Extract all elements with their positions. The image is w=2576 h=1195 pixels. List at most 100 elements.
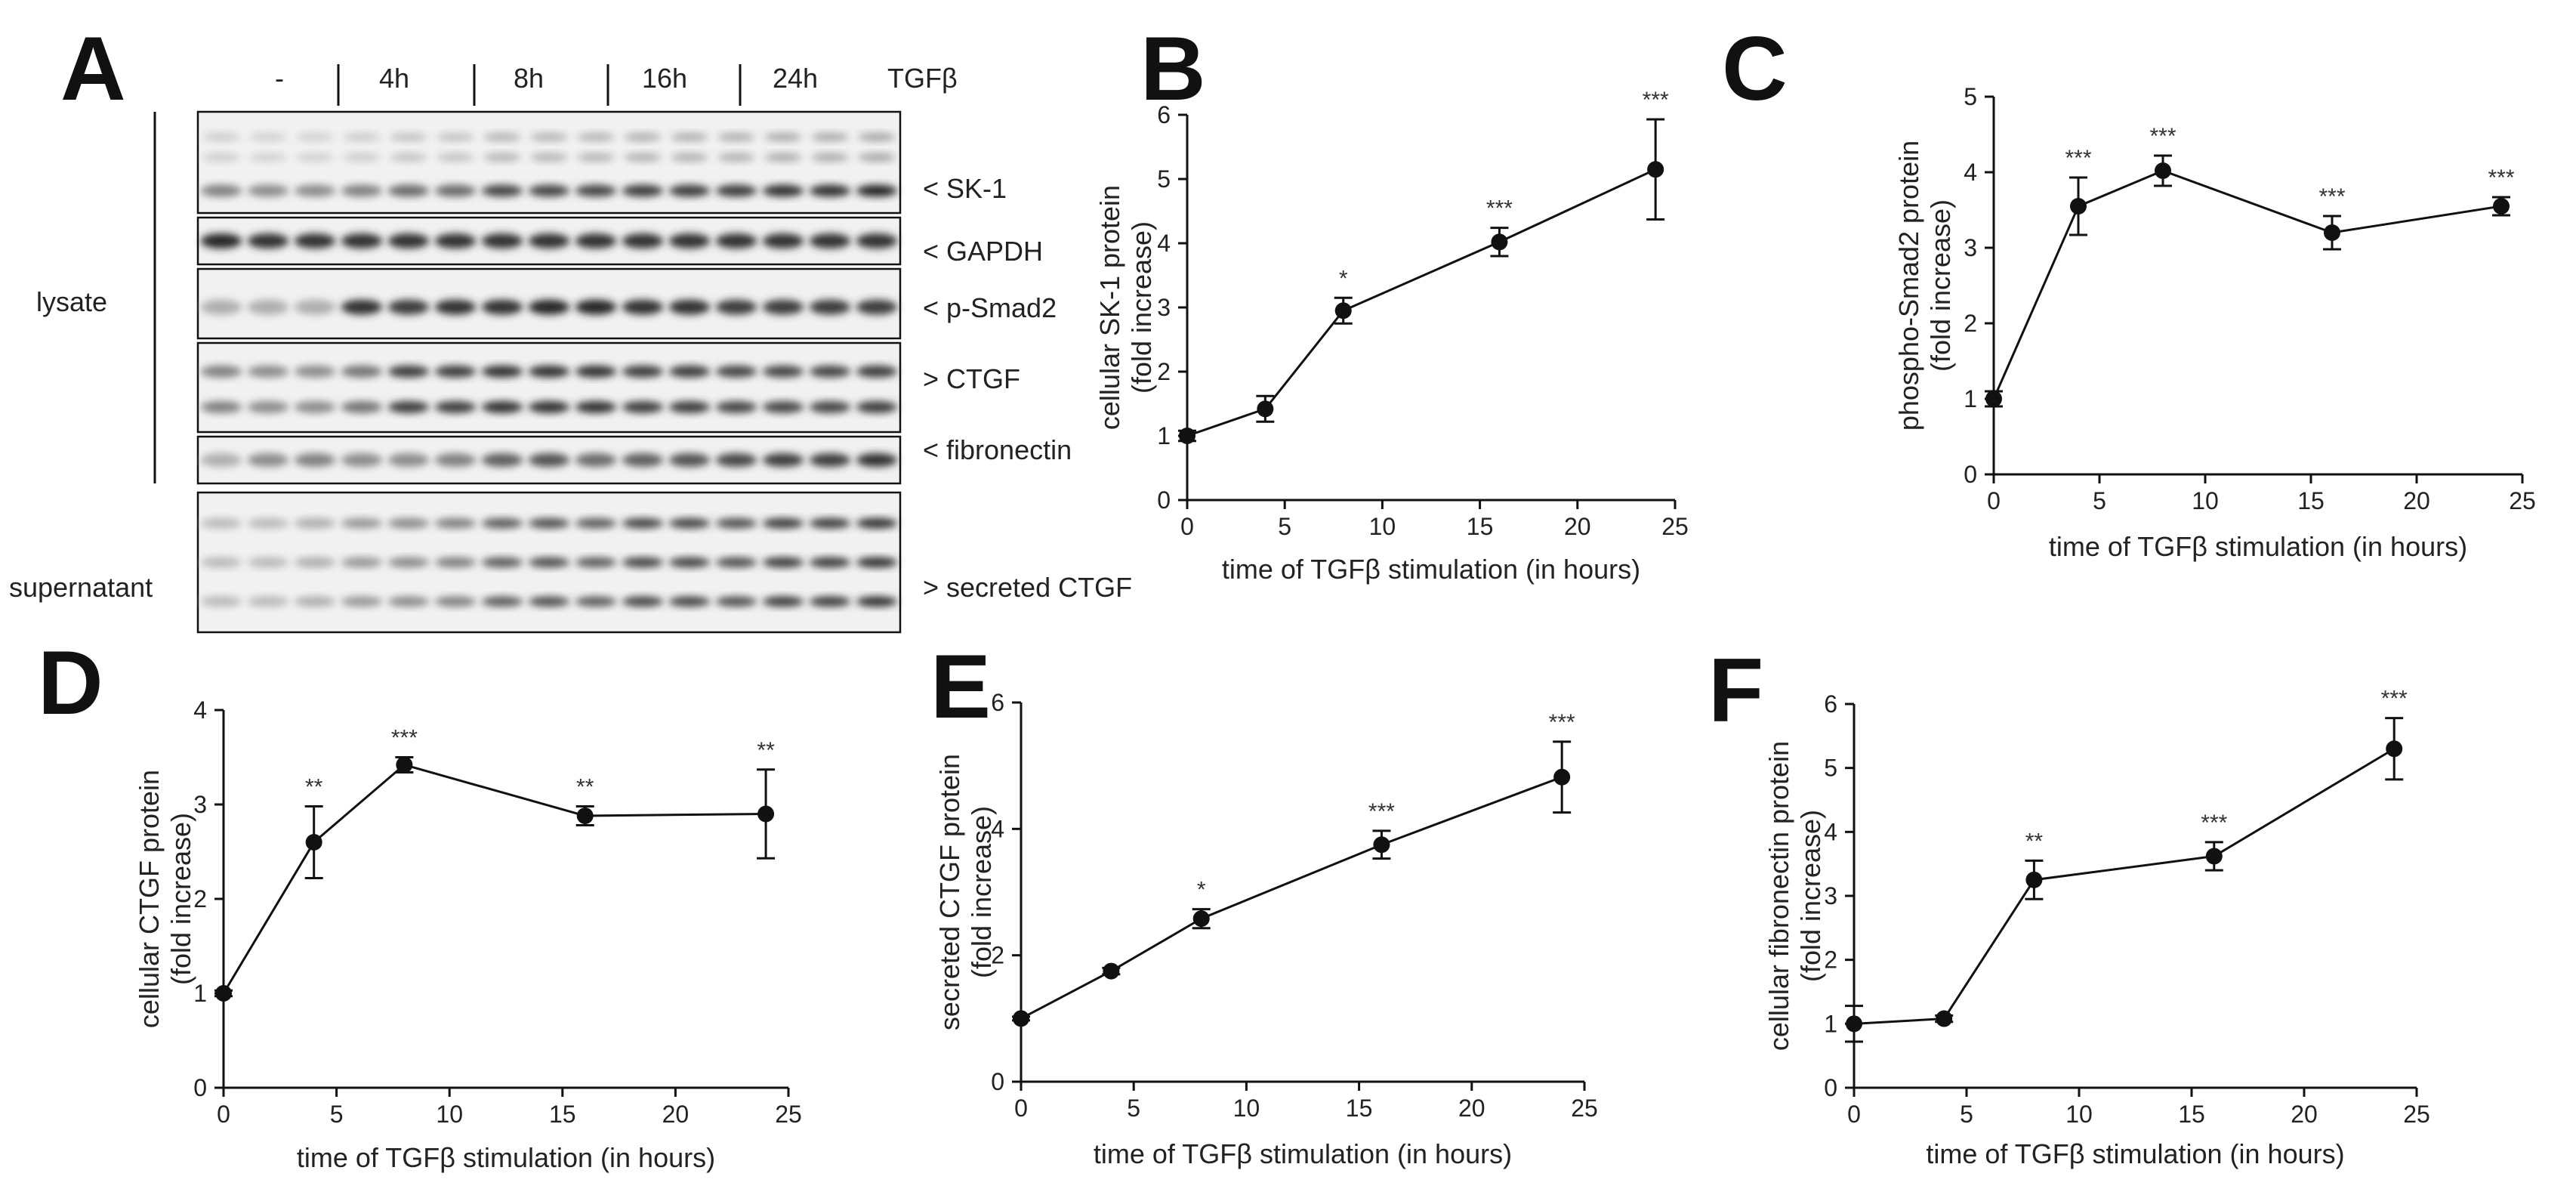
chart-panel-e: E 0 2 4 6 0 5 10 15 20 25 time of TGFβ stimulation … [930, 636, 1598, 1169]
blot-band [575, 184, 617, 197]
blot-band [200, 557, 242, 568]
blot-band [247, 400, 289, 413]
blot-band-faint [296, 153, 334, 162]
blot-band [622, 453, 664, 467]
x-tick-label: 25 [2403, 1101, 2430, 1128]
y-tick-label: 1 [1824, 1010, 1837, 1037]
blot-band-faint [249, 153, 287, 162]
blot-band [294, 517, 336, 529]
blot-band-faint [530, 132, 568, 142]
blot-band [668, 596, 711, 607]
blot-band [387, 596, 430, 607]
significance-marker: ** [576, 775, 594, 800]
chart-panel-f: F 0 1 2 3 4 5 6 0 5 10 15 20 25 time of TGFβ stimulati… [1708, 640, 2430, 1169]
blot-band [856, 517, 898, 529]
blot-band-faint [671, 153, 708, 162]
x-tick-label: 5 [1278, 513, 1291, 540]
blot-band [575, 365, 617, 378]
blot-band [434, 557, 477, 568]
x-tick-label: 10 [1233, 1095, 1260, 1122]
data-point [1334, 302, 1352, 320]
y-tick-label: 4 [1824, 818, 1837, 845]
blot-band [247, 233, 289, 249]
panel-letter-e: E [930, 636, 991, 737]
blot-band [481, 299, 523, 315]
blot-band [856, 453, 898, 467]
y-tick-label: 4 [1157, 230, 1171, 257]
x-tick-label: 15 [2178, 1101, 2205, 1128]
series-line [1020, 776, 1563, 1020]
blot-band-faint [390, 153, 427, 162]
chart-panel-b: B 0 1 2 3 4 5 6 0 5 10 15 20 25 time of TGFβ stimulati… [1094, 18, 1689, 585]
blot-band [575, 557, 617, 568]
lysate-label: lysate [36, 286, 107, 317]
blot-band-faint [343, 132, 381, 142]
blot-band-faint [858, 153, 896, 162]
y-tick-label: 6 [1157, 101, 1171, 128]
band-label-sk1: < SK-1 [923, 173, 1007, 204]
blot-band-faint [577, 132, 615, 142]
blot-band [575, 596, 617, 607]
blot-band [434, 365, 477, 378]
supernatant-label: supernatant [9, 572, 153, 603]
blot-band [809, 184, 851, 197]
blot-band [481, 557, 523, 568]
blot-band [528, 299, 570, 315]
blot-band [528, 233, 570, 249]
blot-band [200, 233, 242, 249]
significance-marker: *** [1486, 196, 1513, 221]
data-point [2205, 848, 2223, 865]
blot-band [809, 596, 851, 607]
blot-band [762, 400, 804, 413]
blot-band-faint [202, 153, 240, 162]
significance-marker: * [1197, 878, 1206, 903]
blot-band [715, 517, 757, 529]
condition-label-4h: 4h [379, 63, 409, 94]
panel-letter-f: F [1708, 640, 1763, 741]
data-point [1257, 400, 1274, 418]
data-point [2324, 224, 2340, 241]
blot-band [434, 299, 477, 315]
blot-band [715, 299, 757, 315]
blot-band [341, 299, 383, 315]
y-axis-label: cellular CTGF protein [134, 770, 165, 1028]
blot-band [622, 557, 664, 568]
blot-band [294, 233, 336, 249]
data-point [2386, 740, 2403, 758]
blot-band [387, 184, 430, 197]
x-tick-label: 0 [1987, 487, 2001, 514]
x-axis-label: time of TGFβ stimulation (in hours) [2049, 531, 2467, 562]
blot-band [668, 453, 711, 467]
blot-band [528, 453, 570, 467]
x-tick-label: 5 [1127, 1095, 1140, 1122]
significance-marker: * [1339, 266, 1348, 291]
y-tick-label: 4 [1964, 159, 1977, 186]
blot-band [247, 453, 289, 467]
blot-band [622, 233, 664, 249]
y-tick-label: 0 [991, 1068, 1004, 1095]
data-point [2493, 198, 2510, 215]
blot-band [622, 517, 664, 529]
data-point [1373, 836, 1390, 854]
x-tick-label: 20 [2403, 487, 2430, 514]
blot-band [341, 557, 383, 568]
y-tick-label: 1 [1157, 422, 1171, 449]
y-axis-label: cellular fibronectin protein [1763, 741, 1794, 1051]
blot-band [341, 184, 383, 197]
y-tick-label: 2 [1157, 358, 1171, 385]
x-tick-label: 25 [1571, 1095, 1598, 1122]
blot-band [668, 233, 711, 249]
blot-band-faint [717, 153, 755, 162]
x-axis-label: time of TGFβ stimulation (in hours) [1926, 1138, 2344, 1169]
blot-band [294, 184, 336, 197]
blot-band [341, 517, 383, 529]
blot-strip-gapdh [196, 216, 902, 266]
x-axis-label: time of TGFβ stimulation (in hours) [297, 1142, 715, 1173]
y-tick-label: 5 [1824, 755, 1837, 782]
blot-band [200, 517, 242, 529]
y-tick-label: 2 [1964, 310, 1977, 337]
blot-band [247, 299, 289, 315]
y-tick-label: 2 [193, 885, 207, 912]
blot-band [622, 184, 664, 197]
